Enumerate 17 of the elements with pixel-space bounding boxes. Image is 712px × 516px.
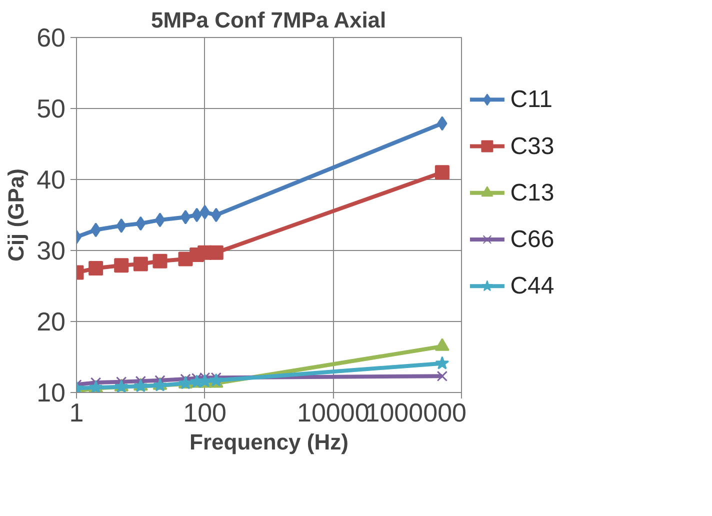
y-tick-label: 20 [36, 306, 66, 336]
y-tick-label: 10 [36, 378, 66, 408]
y-axis-title: Cij (GPa) [4, 168, 29, 262]
x-tick-label: 100 [183, 398, 227, 428]
y-tick-label: 40 [36, 164, 66, 194]
x-axis-title: Frequency (Hz) [190, 430, 348, 454]
x-tick-label: 10000 [297, 398, 370, 428]
y-tick-label: 60 [36, 22, 66, 52]
y-tick-label: 30 [36, 236, 66, 266]
legend-label: C44 [510, 272, 554, 300]
legend-label: C11 [510, 86, 552, 114]
x-tick-label: 1 [69, 398, 84, 428]
legend-label: C33 [510, 132, 554, 160]
chart-title: 5MPa Conf 7MPa Axial [151, 8, 386, 32]
y-tick-label: 50 [36, 94, 66, 124]
legend-label: C13 [510, 179, 554, 206]
legend-label: C66 [510, 226, 554, 254]
